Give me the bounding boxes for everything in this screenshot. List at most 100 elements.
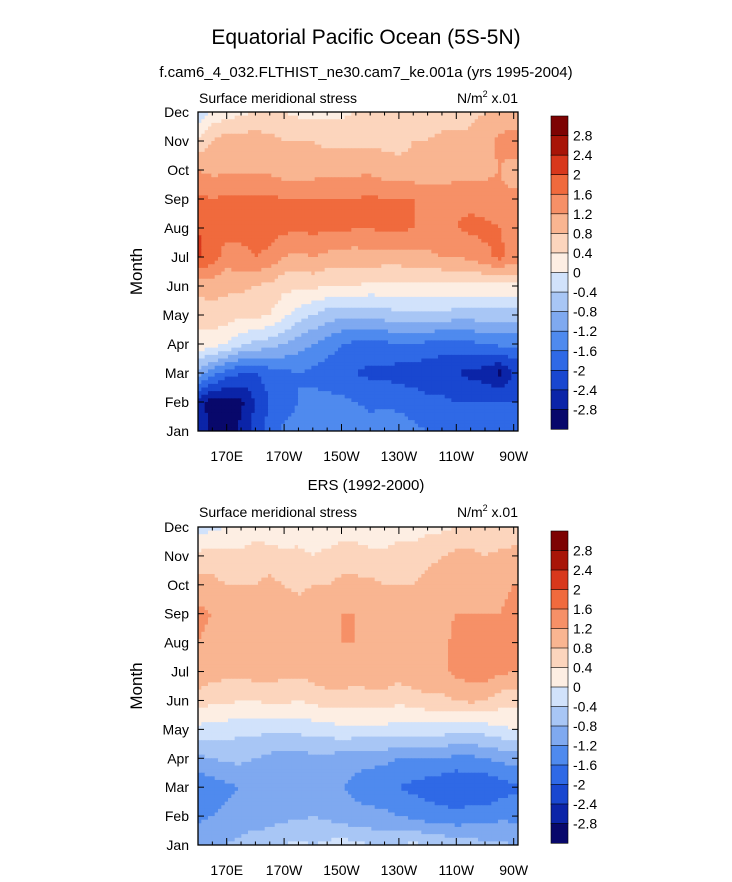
contour-cell xyxy=(314,130,319,135)
contour-cell xyxy=(388,206,392,211)
contour-cell xyxy=(311,119,316,124)
contour-cell xyxy=(511,253,516,258)
contour-cell xyxy=(244,282,249,287)
contour-cell xyxy=(234,289,239,294)
contour-cell xyxy=(478,115,482,120)
contour-cell xyxy=(464,275,469,280)
contour-cell xyxy=(298,238,302,244)
contour-cell xyxy=(414,282,419,287)
contour-cell xyxy=(318,220,322,225)
contour-cell xyxy=(414,246,419,251)
contour-cell xyxy=(201,159,206,164)
contour-cell xyxy=(391,162,396,167)
contour-cell xyxy=(418,206,422,211)
contour-cell xyxy=(314,235,319,240)
contour-cell xyxy=(354,188,359,193)
contour-cell xyxy=(258,159,262,164)
contour-cell xyxy=(198,130,202,135)
contour-cell xyxy=(391,278,396,283)
contour-cell xyxy=(388,282,392,287)
contour-cell xyxy=(254,213,259,218)
contour-cell xyxy=(218,224,222,229)
contour-cell xyxy=(198,249,202,254)
contour-cell xyxy=(421,199,426,204)
contour-cell xyxy=(281,235,286,240)
contour-cell xyxy=(484,119,489,124)
contour-cell xyxy=(491,173,496,178)
contour-cell xyxy=(481,213,486,218)
contour-cell xyxy=(261,166,266,171)
contour-cell xyxy=(494,144,499,149)
contour-cell xyxy=(251,235,256,240)
contour-cell xyxy=(251,282,256,287)
contour-cell xyxy=(391,217,396,222)
contour-cell xyxy=(271,206,276,211)
contour-cell xyxy=(304,220,309,225)
contour-cell xyxy=(321,220,326,225)
contour-cell xyxy=(424,177,429,182)
contour-cell xyxy=(404,267,409,273)
contour-cell xyxy=(364,188,369,193)
contour-cell xyxy=(508,159,512,164)
contour-cell xyxy=(414,155,419,160)
contour-cell xyxy=(381,267,386,273)
contour-cell xyxy=(251,264,256,269)
contour-cell xyxy=(414,144,419,149)
contour-cell xyxy=(418,260,422,265)
contour-cell xyxy=(328,289,332,294)
contour-cell xyxy=(351,242,356,247)
contour-cell xyxy=(474,257,479,262)
contour-cell xyxy=(418,275,422,280)
contour-cell xyxy=(381,173,386,178)
contour-cell xyxy=(458,130,462,135)
contour-cell xyxy=(248,267,252,273)
contour-cell xyxy=(464,162,469,167)
contour-cell xyxy=(238,246,242,251)
contour-cell xyxy=(454,242,459,247)
contour-cell xyxy=(318,260,322,265)
contour-cell xyxy=(458,112,462,117)
contour-cell xyxy=(381,112,386,117)
contour-cell xyxy=(408,159,412,164)
contour-cell xyxy=(394,238,399,244)
contour-cell xyxy=(331,264,336,269)
contour-cell xyxy=(241,217,246,222)
contour-cell xyxy=(404,126,409,131)
contour-cell xyxy=(441,159,446,164)
contour-cell xyxy=(354,293,359,298)
contour-cell xyxy=(484,173,489,178)
contour-cell xyxy=(204,137,209,142)
contour-cell xyxy=(224,242,229,247)
contour-cell xyxy=(408,180,412,186)
contour-cell xyxy=(451,122,456,128)
contour-cell xyxy=(201,209,206,215)
contour-cell xyxy=(378,257,382,262)
contour-cell xyxy=(204,119,209,124)
contour-cell xyxy=(488,159,492,164)
contour-cell xyxy=(211,137,216,142)
contour-cell xyxy=(241,286,246,291)
contour-cell xyxy=(298,151,302,157)
contour-cell xyxy=(278,249,282,254)
contour-cell xyxy=(501,115,506,120)
contour-cell xyxy=(411,231,416,236)
contour-cell xyxy=(474,177,479,182)
contour-cell xyxy=(428,166,432,171)
contour-cell xyxy=(438,195,442,200)
contour-cell xyxy=(234,238,239,244)
contour-cell xyxy=(308,246,312,251)
contour-cell xyxy=(208,126,212,131)
contour-cell xyxy=(434,224,439,229)
contour-cell xyxy=(304,253,309,258)
contour-cell xyxy=(311,166,316,171)
contour-cell xyxy=(324,206,329,211)
contour-cell xyxy=(414,278,419,283)
contour-cell xyxy=(311,130,316,135)
contour-cell xyxy=(421,170,426,175)
contour-cell xyxy=(201,137,206,142)
contour-cell xyxy=(314,246,319,251)
contour-cell xyxy=(378,148,382,153)
contour-cell xyxy=(234,278,239,283)
contour-cell xyxy=(204,271,209,276)
contour-cell xyxy=(294,184,299,189)
